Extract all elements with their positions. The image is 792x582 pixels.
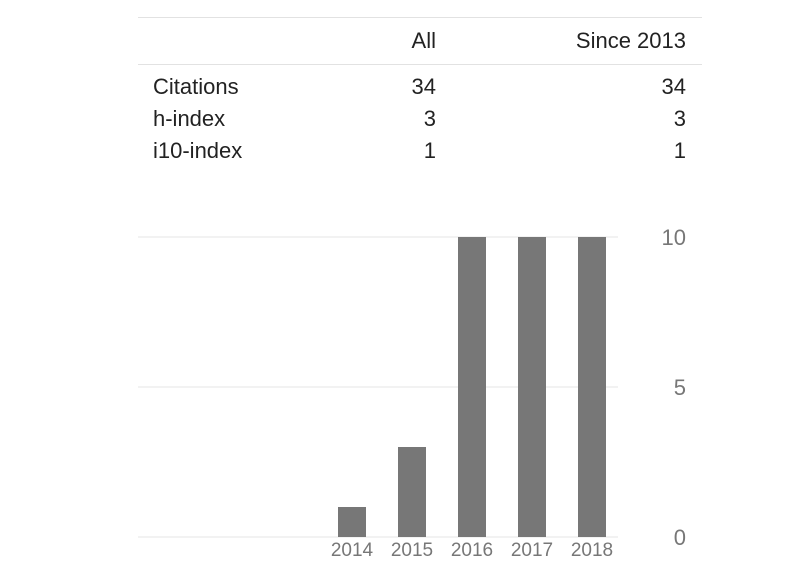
x-tick-label-2016: 2016 — [451, 540, 493, 561]
citation-stats-table: All Since 2013 Citations 34 34 h-index 3… — [138, 17, 702, 170]
x-tick-label-2017: 2017 — [511, 540, 553, 561]
x-tick-label-2014: 2014 — [331, 540, 374, 561]
citations-since-value: 34 — [661, 74, 686, 99]
row-label-i10-index[interactable]: i10-index — [153, 138, 243, 163]
bar-2018 — [578, 237, 606, 537]
bar-2015 — [398, 447, 426, 537]
column-header-all[interactable]: All — [411, 28, 436, 53]
y-tick-label-10: 10 — [662, 225, 686, 250]
bar-2016 — [458, 237, 486, 537]
x-tick-label-2018: 2018 — [571, 540, 613, 561]
row-label-citations[interactable]: Citations — [153, 74, 239, 99]
column-header-since[interactable]: Since 2013 — [575, 28, 686, 53]
bar-2014 — [338, 507, 366, 537]
row-label-h-index[interactable]: h-index — [153, 106, 226, 131]
h-index-since-value: 3 — [673, 106, 686, 131]
i10-index-since-value: 1 — [673, 138, 686, 163]
y-tick-label-5: 5 — [674, 375, 686, 400]
i10-index-all-value: 1 — [423, 138, 436, 163]
stats-row-citations: Citations 34 34 — [138, 74, 702, 106]
bar-2017 — [518, 237, 546, 537]
stats-header-row: All Since 2013 — [138, 18, 702, 65]
stats-row-i10-index: i10-index 1 1 — [138, 138, 702, 170]
y-tick-label-0: 0 — [674, 525, 686, 550]
h-index-all-value: 3 — [423, 106, 436, 131]
stats-row-h-index: h-index 3 3 — [138, 106, 702, 138]
citations-all-value: 34 — [411, 74, 436, 99]
x-tick-label-2015: 2015 — [391, 540, 433, 561]
